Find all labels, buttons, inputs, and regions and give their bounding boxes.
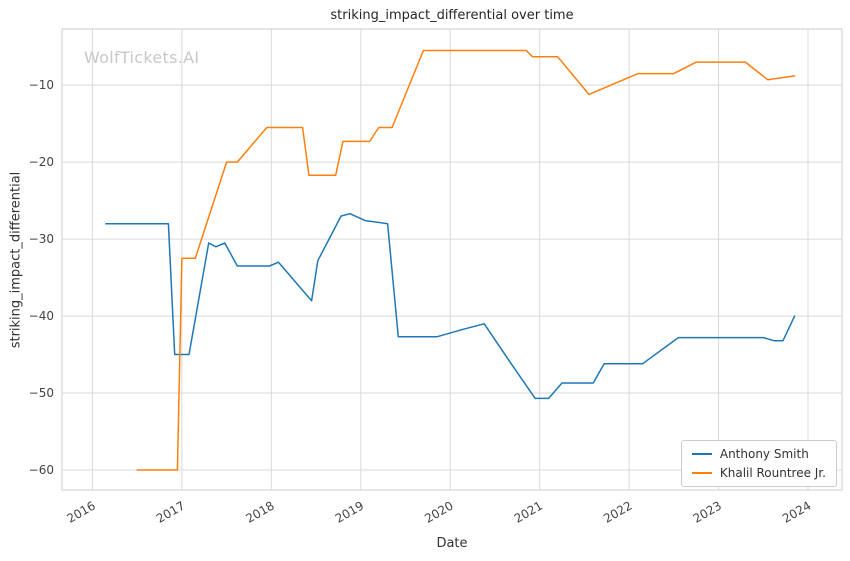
y-axis-label: striking_impact_differential xyxy=(8,171,24,349)
x-tick-label: 2022 xyxy=(601,498,634,525)
x-tick-label: 2023 xyxy=(691,498,724,525)
x-tick-label: 2016 xyxy=(64,498,97,525)
chart-title: striking_impact_differential over time xyxy=(330,8,574,23)
legend-item-anthony-smith: Anthony Smith xyxy=(691,447,826,461)
series-line-khalil-rountree-jr xyxy=(136,49,796,471)
legend-label: Khalil Rountree Jr. xyxy=(719,466,826,480)
y-tick-label: −50 xyxy=(29,386,54,400)
y-tick-label: −60 xyxy=(29,463,54,477)
watermark: WolfTickets.AI xyxy=(84,48,200,67)
legend-line-swatch xyxy=(691,453,712,455)
x-axis-label: Date xyxy=(436,536,468,551)
x-tick-label: 2018 xyxy=(243,498,276,525)
y-tick-label: −40 xyxy=(29,309,54,323)
y-tick-label: −30 xyxy=(29,232,54,246)
y-tick-label: −20 xyxy=(29,155,54,169)
legend-label: Anthony Smith xyxy=(719,447,809,461)
x-tick-label: 2020 xyxy=(422,498,455,525)
legend-line-swatch xyxy=(691,472,712,474)
plot-border xyxy=(61,28,843,491)
x-tick-label: 2017 xyxy=(154,498,187,525)
y-tick-label: −10 xyxy=(29,78,54,92)
series-line-anthony-smith xyxy=(105,212,796,400)
legend: Anthony Smith Khalil Rountree Jr. xyxy=(680,440,837,487)
legend-item-khalil-rountree-jr: Khalil Rountree Jr. xyxy=(691,466,826,480)
x-tick-label: 2024 xyxy=(780,498,813,525)
x-tick-label: 2021 xyxy=(512,498,545,525)
x-tick-label: 2019 xyxy=(333,498,366,525)
